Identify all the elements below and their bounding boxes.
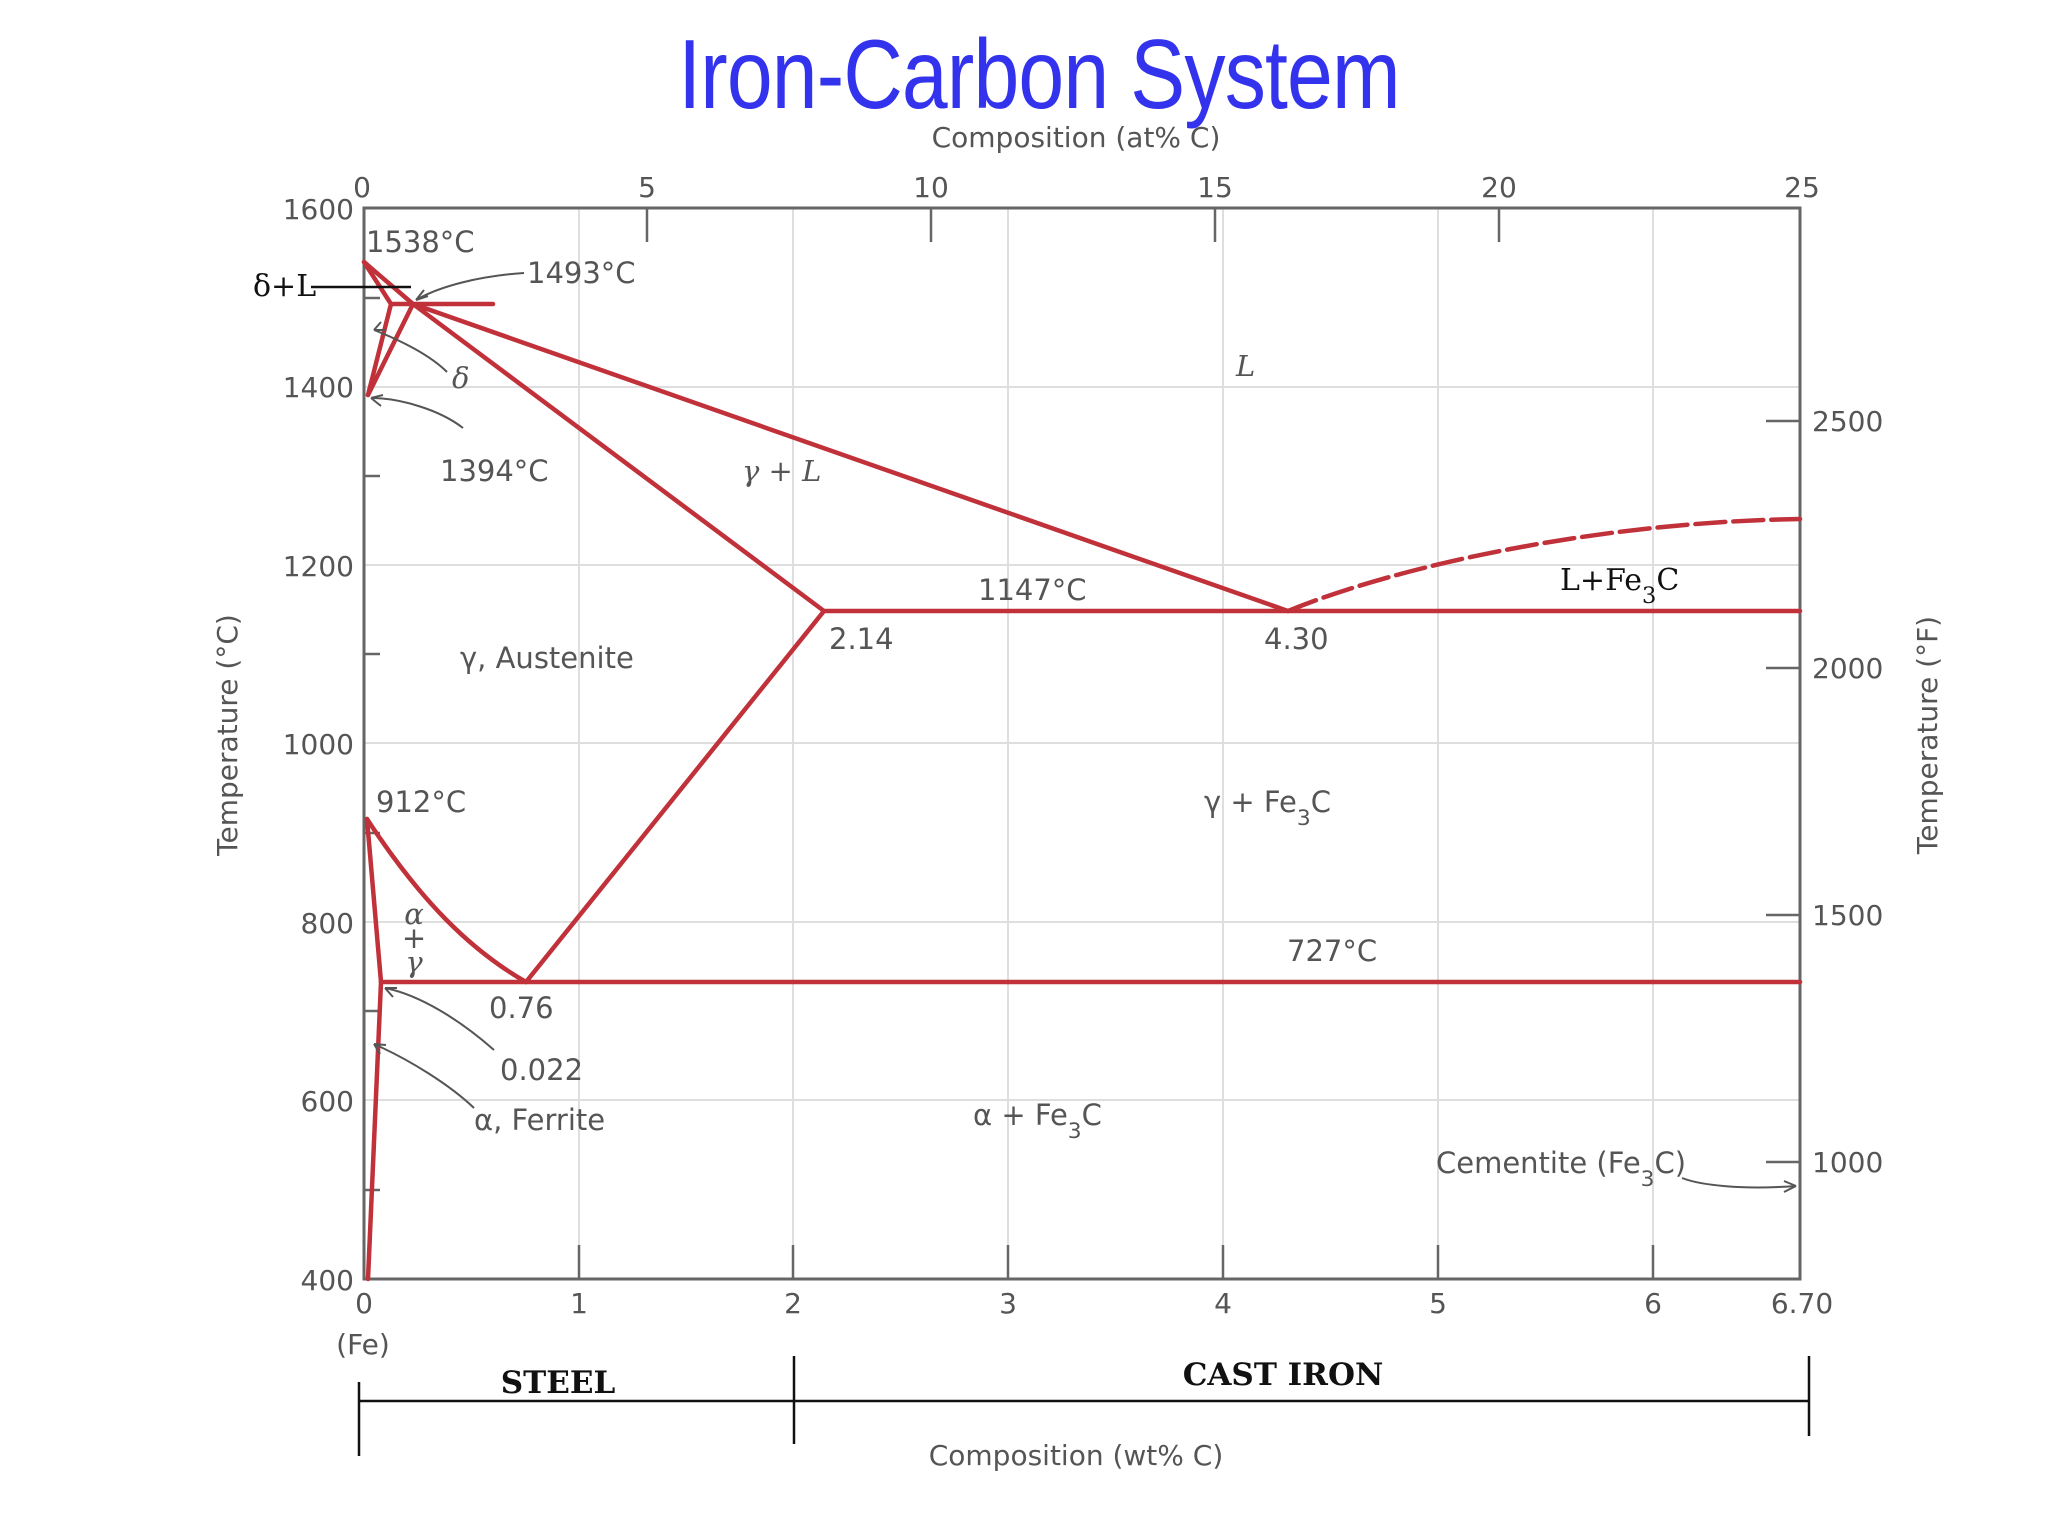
top-tick-label: 20 xyxy=(1481,171,1517,204)
label-727C: 727°C xyxy=(1287,934,1377,968)
top-axis-ticks: 0 5 10 15 20 25 xyxy=(353,171,1820,204)
leader-lines xyxy=(370,272,1797,1193)
region-ferrite: α, Ferrite xyxy=(474,1103,605,1137)
top-tick-label: 15 xyxy=(1197,171,1233,204)
solvus-line xyxy=(365,979,384,1282)
region-delta: δ xyxy=(452,361,469,395)
classification-bar: STEEL CAST IRON xyxy=(357,1356,1811,1456)
left-axis-title: Temperature (°C) xyxy=(211,614,244,857)
bottom-tick-label: 5 xyxy=(1429,1287,1447,1320)
fe-label: (Fe) xyxy=(336,1328,390,1361)
top-axis-title: Composition (at% C) xyxy=(932,121,1221,154)
region-delta-liquid: δ+L xyxy=(253,269,316,304)
left-tick-label: 1600 xyxy=(283,193,354,226)
acm-line xyxy=(523,608,827,985)
region-gamma-cementite: γ + Fe3C xyxy=(1204,785,1331,831)
left-tick-label: 800 xyxy=(301,907,354,940)
alpha-gamma-line xyxy=(364,816,384,985)
region-alpha: α xyxy=(404,897,424,931)
austenite-solidus xyxy=(410,301,827,614)
label-1493C: 1493°C xyxy=(527,256,636,290)
right-tick-label: 2000 xyxy=(1812,652,1883,685)
top-tick-label: 10 xyxy=(913,171,949,204)
label-0.022: 0.022 xyxy=(500,1053,583,1087)
right-axis-ticks: 2500 2000 1500 1000 xyxy=(1812,405,1883,1179)
liquidus-line xyxy=(361,259,1291,614)
delta-gamma-boundary xyxy=(365,301,394,398)
cementite-liquidus-dashed xyxy=(1285,516,1803,614)
region-alpha-cementite: α + Fe3C xyxy=(973,1098,1102,1144)
top-tick-label: 25 xyxy=(1784,171,1820,204)
region-austenite: γ, Austenite xyxy=(460,641,634,675)
left-tick-label: 600 xyxy=(301,1085,354,1118)
right-tick-label: 1000 xyxy=(1812,1146,1883,1179)
label-0.76: 0.76 xyxy=(489,991,554,1025)
left-axis-ticks: 1600 1400 1200 1000 800 600 400 xyxy=(283,193,354,1297)
left-tick-label: 1200 xyxy=(283,550,354,583)
region-gamma: γ xyxy=(405,945,423,979)
bottom-axis-title: Composition (wt% C) xyxy=(929,1439,1224,1472)
bottom-tick-label: 2 xyxy=(784,1287,802,1320)
left-tick-label: 1000 xyxy=(283,728,354,761)
delta-solidus-line xyxy=(361,259,394,307)
right-tick-label: 2500 xyxy=(1812,405,1883,438)
left-tick-label: 400 xyxy=(301,1264,354,1297)
bottom-tick-label: 3 xyxy=(999,1287,1017,1320)
region-gamma-liquid: γ + L xyxy=(742,454,821,488)
bottom-tick-label: 4 xyxy=(1214,1287,1232,1320)
slide-title: Iron-Carbon System xyxy=(678,19,1400,129)
bottom-tick-label: 0 xyxy=(355,1287,373,1320)
region-liquid: L xyxy=(1235,349,1255,383)
label-1394C: 1394°C xyxy=(440,454,549,488)
region-plus: + xyxy=(402,921,426,955)
label-1538C: 1538°C xyxy=(366,225,475,259)
top-tick-label: 5 xyxy=(638,171,656,204)
phase-boundaries xyxy=(361,259,1803,1282)
cast-iron-label: CAST IRON xyxy=(1183,1357,1384,1393)
left-tick-label: 1400 xyxy=(283,371,354,404)
a3-line xyxy=(364,816,529,985)
top-tick-label: 0 xyxy=(353,171,371,204)
gamma-delta-boundary xyxy=(365,301,416,398)
right-tick-label: 1500 xyxy=(1812,899,1883,932)
bottom-tick-label: 6 xyxy=(1644,1287,1662,1320)
right-axis-title: Temperature (°F) xyxy=(1911,616,1944,855)
label-1147C: 1147°C xyxy=(978,573,1087,607)
bottom-tick-label: 1 xyxy=(570,1287,588,1320)
region-liquid-cementite: L+Fe3C xyxy=(1560,563,1679,609)
tick-marks xyxy=(364,208,1800,1279)
label-912C: 912°C xyxy=(376,785,466,819)
plot-frame xyxy=(362,206,1802,1281)
label-4.30: 4.30 xyxy=(1264,622,1329,656)
steel-label: STEEL xyxy=(501,1365,616,1401)
bottom-tick-label: 6.70 xyxy=(1771,1287,1833,1320)
bottom-axis-ticks: 0 1 2 3 4 5 6 6.70 (Fe) xyxy=(336,1287,1833,1361)
grid xyxy=(364,208,1800,1279)
label-cementite: Cementite (Fe3C) xyxy=(1436,1146,1686,1192)
label-2.14: 2.14 xyxy=(829,622,894,656)
